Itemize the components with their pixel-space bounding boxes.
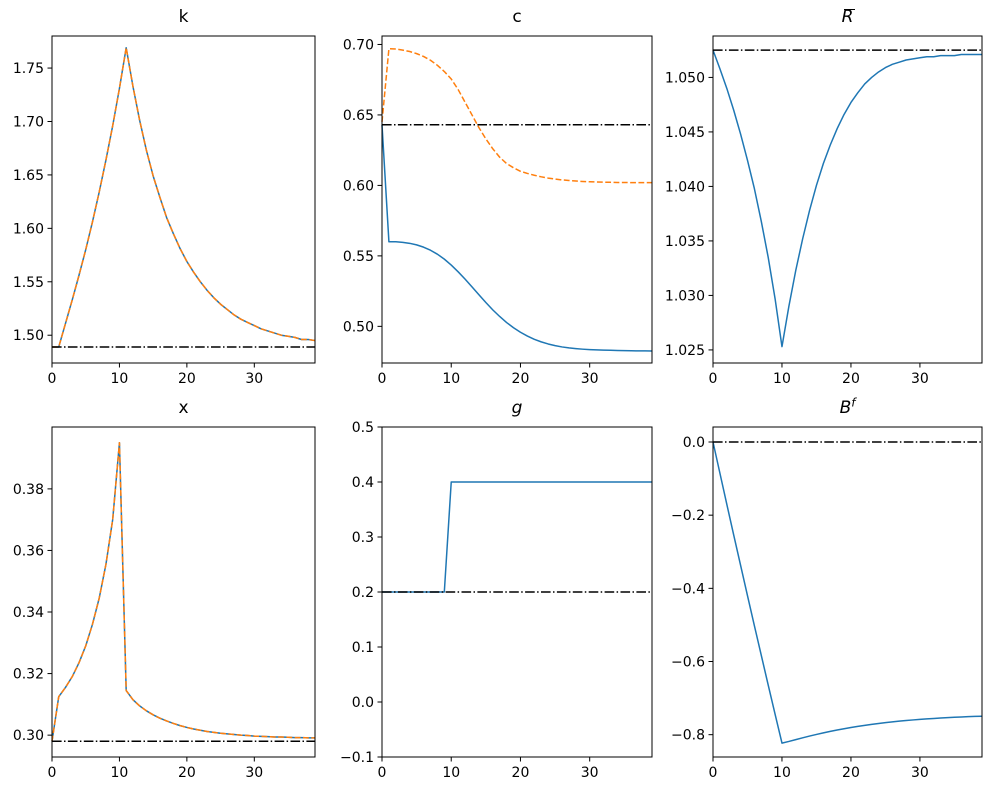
y-tick-label-k: 1.70 <box>13 114 44 130</box>
y-tick-label-x: 0.30 <box>13 728 44 744</box>
x-tick-label-B_f: 0 <box>709 765 718 781</box>
series-line-c-solid <box>381 124 653 352</box>
subplot-title-c: c <box>382 7 652 28</box>
y-tick-label-B_f: −0.8 <box>671 728 705 744</box>
y-tick-label-c: 0.65 <box>343 108 374 124</box>
subplot-title-text: g <box>511 398 523 418</box>
y-tick-label-k: 1.50 <box>13 328 44 344</box>
y-tick-label-R_bar: 1.050 <box>665 70 705 86</box>
x-tick-label-x: 0 <box>48 765 57 781</box>
y-tick-label-B_f: −0.6 <box>671 655 705 671</box>
subplot-title-R_bar: R <box>713 7 982 28</box>
axes-spines-c <box>381 35 653 364</box>
x-tick-label-k: 20 <box>178 371 196 387</box>
y-tick-label-c: 0.60 <box>343 178 374 194</box>
y-tick-label-k: 1.60 <box>13 221 44 237</box>
x-tick-label-R_bar: 30 <box>911 371 929 387</box>
y-tick-label-g: 0.1 <box>352 640 374 656</box>
y-tick-label-c: 0.50 <box>343 319 374 335</box>
subplot-c: 0 10 20 30 0.50 0.55 0.60 0.65 0.70 <box>343 35 653 387</box>
subplot-g: 0 10 20 30 −0.1 0.0 0.1 0.2 0.3 0.4 0.5 <box>340 420 653 781</box>
y-tick-label-R_bar: 1.040 <box>665 179 705 195</box>
subplot-title-text: B <box>839 398 852 418</box>
y-tick-label-x: 0.36 <box>13 543 44 559</box>
x-tick-label-B_f: 20 <box>842 765 860 781</box>
y-tick-label-g: −0.1 <box>340 750 374 766</box>
subplot-title-text: k <box>178 7 189 27</box>
y-tick-label-c: 0.55 <box>343 249 374 265</box>
x-tick-label-k: 10 <box>111 371 129 387</box>
x-tick-label-c: 20 <box>512 371 530 387</box>
x-tick-label-c: 30 <box>581 371 599 387</box>
subplot-title-text: x <box>178 398 189 418</box>
y-tick-label-x: 0.34 <box>13 605 44 621</box>
series-line-R-solid <box>712 49 982 348</box>
subplot-title-text: c <box>512 7 522 27</box>
y-tick-label-B_f: −0.4 <box>671 581 705 597</box>
x-tick-label-g: 10 <box>442 765 460 781</box>
axes-spines-x <box>51 426 316 758</box>
x-tick-label-c: 10 <box>442 371 460 387</box>
x-tick-label-c: 0 <box>378 371 387 387</box>
x-tick-label-R_bar: 20 <box>842 371 860 387</box>
y-tick-label-R_bar: 1.045 <box>665 125 705 141</box>
x-tick-label-g: 30 <box>581 765 599 781</box>
axes-spines-k <box>51 35 316 364</box>
y-tick-label-B_f: 0.0 <box>683 435 705 451</box>
subplot-title-text: R <box>841 7 855 27</box>
x-tick-label-k: 30 <box>245 371 263 387</box>
x-tick-label-x: 20 <box>178 765 196 781</box>
y-tick-label-g: 0.3 <box>352 530 374 546</box>
subplot-k: 0 10 20 30 1.50 1.55 1.60 1.65 1.70 1.75 <box>13 35 316 387</box>
series-line-x-solid <box>51 441 315 742</box>
subplot-title-B_f: Bf <box>713 395 982 419</box>
subplot-x: 0 10 20 30 0.30 0.32 0.34 0.36 0.38 <box>13 426 316 781</box>
series-line-Bf-solid <box>712 441 983 744</box>
series-line-k-solid <box>52 47 316 348</box>
series-line-c-dashed <box>381 47 652 184</box>
axes-spines-R_bar <box>712 35 983 364</box>
series-line-x-dashed <box>51 441 315 742</box>
subplot-title-superscript: f <box>851 395 856 410</box>
y-tick-label-R_bar: 1.035 <box>665 234 705 250</box>
y-tick-label-g: 0.2 <box>352 585 374 601</box>
y-tick-label-x: 0.32 <box>13 667 44 683</box>
y-tick-label-g: 0.5 <box>352 420 374 436</box>
y-tick-label-g: 0.4 <box>352 475 374 491</box>
x-tick-label-g: 0 <box>378 765 387 781</box>
y-tick-label-x: 0.38 <box>13 482 44 498</box>
x-tick-label-R_bar: 10 <box>773 371 791 387</box>
subplot-B_f: 0 10 20 30 −0.8 −0.6 −0.4 −0.2 0.0 <box>671 426 983 781</box>
y-tick-label-k: 1.55 <box>13 275 44 291</box>
x-tick-label-R_bar: 0 <box>709 371 718 387</box>
subplot-title-g: g <box>382 398 652 419</box>
y-tick-label-g: 0.0 <box>352 695 374 711</box>
y-tick-label-R_bar: 1.030 <box>665 288 705 304</box>
subplot-title-x: x <box>52 398 315 419</box>
axes-spines-B_f <box>712 426 983 758</box>
y-tick-label-c: 0.70 <box>343 37 374 53</box>
y-tick-label-k: 1.65 <box>13 168 44 184</box>
y-tick-label-B_f: −0.2 <box>671 508 705 524</box>
x-tick-label-B_f: 10 <box>773 765 791 781</box>
y-tick-label-k: 1.75 <box>13 61 44 77</box>
x-tick-label-x: 30 <box>245 765 263 781</box>
x-tick-label-B_f: 30 <box>911 765 929 781</box>
subplot-title-k: k <box>52 7 315 28</box>
y-tick-label-R_bar: 1.025 <box>665 343 705 359</box>
series-line-g-solid <box>382 481 652 593</box>
x-tick-label-x: 10 <box>111 765 129 781</box>
subplot-R_bar: 0 10 20 30 1.025 1.030 1.035 1.040 1.045 1.050 <box>665 35 983 387</box>
x-tick-label-g: 20 <box>512 765 530 781</box>
x-tick-label-k: 0 <box>48 371 57 387</box>
series-line-k-dashed <box>52 47 316 348</box>
